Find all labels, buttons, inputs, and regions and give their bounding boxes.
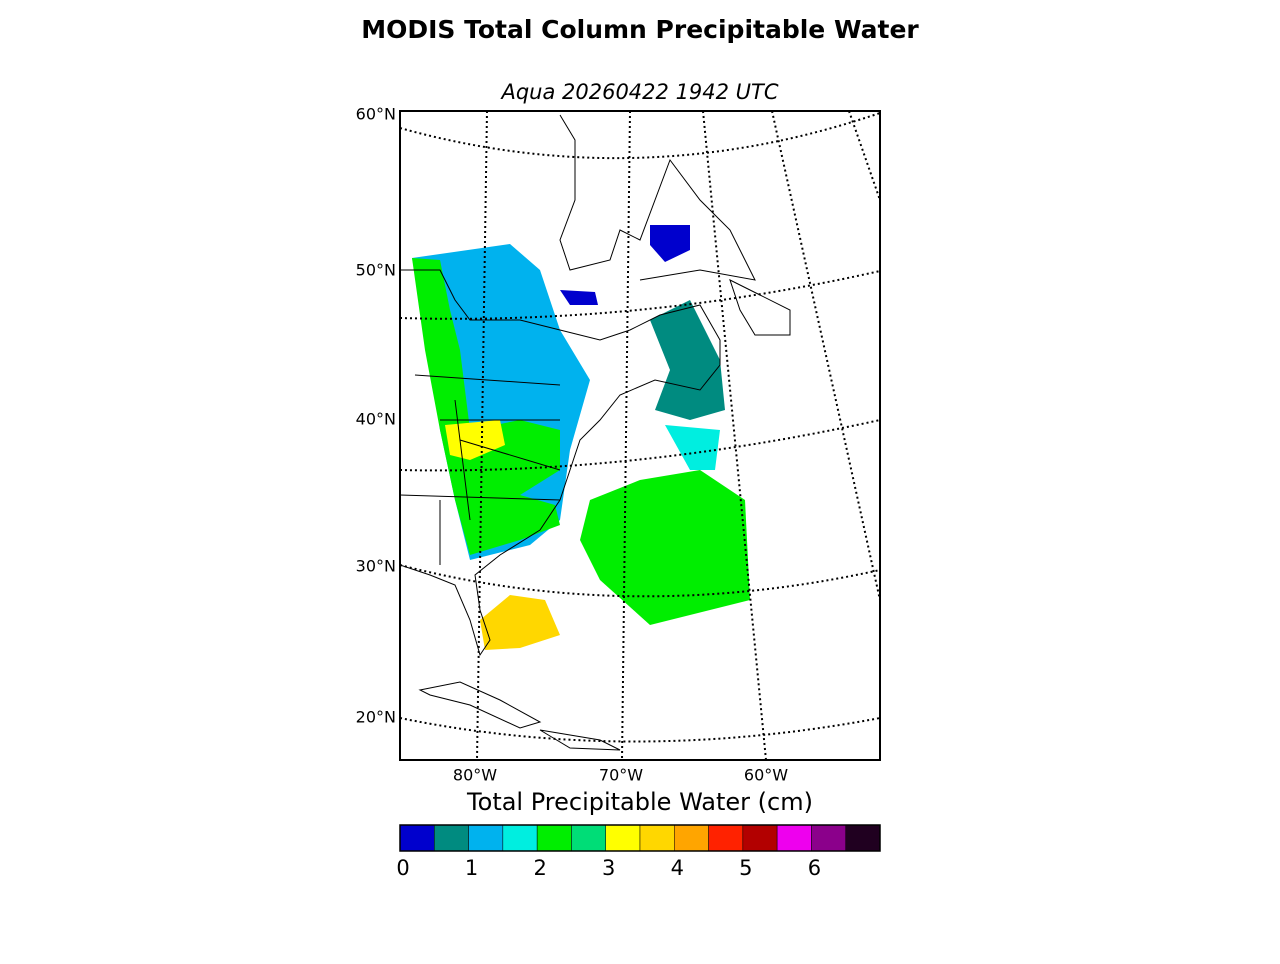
coast-newfoundland [729, 279, 791, 336]
colorbar-tick-label: 2 [533, 856, 546, 880]
parallel [400, 112, 880, 160]
colorbar-swatch [674, 824, 709, 852]
colorbar-swatch [776, 824, 812, 852]
colorbar-swatch [468, 824, 504, 852]
lat-label: 20°N [356, 708, 396, 727]
colorbar-swatch [399, 824, 435, 852]
colorbar-swatch [639, 824, 675, 852]
lon-labels: 80°W 70°W 60°W [453, 766, 788, 785]
subtitle: Aqua 20260422 1942 UTC [499, 80, 778, 104]
colorbar-tick-label: 0 [396, 856, 409, 880]
field-green [412, 258, 560, 555]
field-teal [650, 300, 725, 420]
borders [400, 374, 561, 565]
lon-label: 80°W [453, 766, 497, 785]
parallel [400, 717, 880, 743]
colorbar-tick-label: 6 [808, 856, 821, 880]
field-cyan [665, 425, 720, 470]
meridian [848, 111, 880, 201]
colorbar-swatch [434, 824, 469, 852]
colorbar-swatch [742, 824, 778, 852]
colorbar-swatch [605, 824, 641, 852]
parallel [400, 419, 880, 472]
colorbar-swatch [502, 824, 538, 852]
field-navy-2 [560, 290, 598, 305]
lat-label: 60°N [356, 105, 396, 124]
meridian [771, 111, 880, 601]
coast-hispaniola [539, 729, 621, 751]
colorbar-frame [399, 824, 881, 852]
lon-label: 70°W [599, 766, 643, 785]
map-frame [399, 110, 881, 761]
lat-label: 50°N [356, 261, 396, 280]
title: MODIS Total Column Precipitable Water [361, 15, 919, 44]
field-green-atl [580, 470, 750, 625]
colorbar-swatch [811, 824, 846, 852]
lat-label: 40°N [356, 410, 396, 429]
meridian [702, 111, 767, 760]
colorbar-label: Total Precipitable Water (cm) [466, 788, 813, 816]
field-gold [480, 595, 560, 650]
parallel [400, 270, 880, 320]
field-yellow [445, 420, 505, 460]
colorbar-swatch [708, 824, 744, 852]
colorbar-swatch [571, 824, 606, 852]
colorbar-tick-label: 3 [602, 856, 615, 880]
lat-label: 30°N [356, 557, 396, 576]
colorbar-swatch [845, 824, 881, 852]
coast-us [400, 269, 721, 657]
colorbar-swatch [536, 824, 572, 852]
coast-cuba [418, 681, 542, 729]
map-content [400, 111, 880, 760]
precip-field [412, 225, 750, 650]
field-navy [650, 225, 690, 262]
colorbar-tick-label: 1 [465, 856, 478, 880]
colorbar: 0 1 2 3 4 5 6 [396, 824, 881, 880]
lon-label: 60°W [744, 766, 788, 785]
coast-canada [559, 114, 756, 281]
map: 60°N 50°N 40°N 30°N 20°N 80°W 70°W 60°W [356, 105, 881, 785]
meridian [476, 111, 488, 760]
meridian [621, 111, 631, 760]
parallel [400, 564, 880, 598]
lat-labels: 60°N 50°N 40°N 30°N 20°N [356, 105, 396, 727]
colorbar-tick-label: 5 [739, 856, 752, 880]
graticule [400, 111, 880, 760]
colorbar-tick-label: 4 [671, 856, 684, 880]
